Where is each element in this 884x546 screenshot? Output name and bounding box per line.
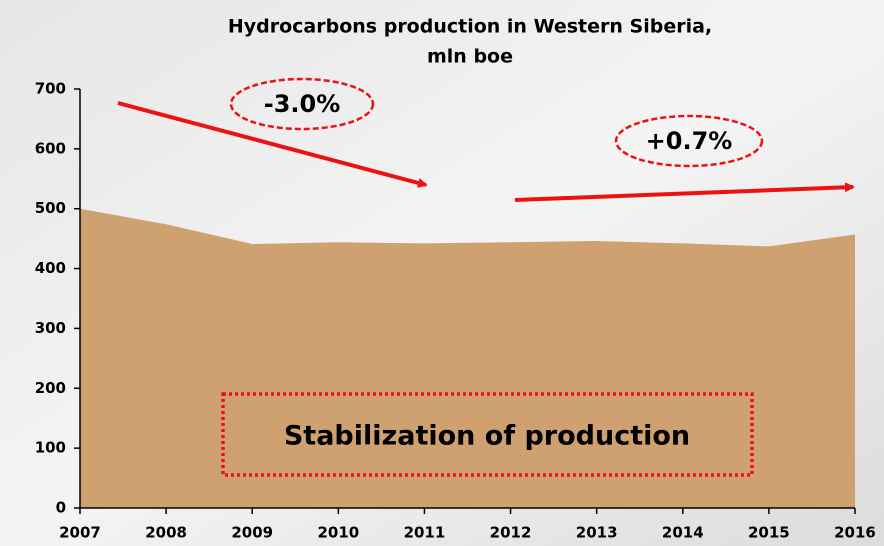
- x-tick-label: 2013: [576, 524, 618, 542]
- annotation: +0.7%: [646, 127, 733, 155]
- x-tick-label: 2014: [662, 524, 704, 542]
- annotation-ellipse: [229, 77, 375, 131]
- x-tick-label: 2012: [490, 524, 532, 542]
- x-tick-label: 2008: [145, 524, 187, 542]
- annotation: -3.0%: [264, 90, 341, 118]
- y-tick-label: 100: [35, 439, 66, 457]
- y-tick-label: 500: [35, 199, 66, 217]
- trend-arrow: [514, 182, 855, 202]
- trend-arrow: [117, 101, 428, 188]
- x-tick-label: 2009: [231, 524, 273, 542]
- annotation-ellipse: [614, 114, 764, 168]
- annotation-box: [221, 392, 754, 477]
- y-tick-label: 300: [35, 319, 66, 337]
- x-tick-label: 2015: [748, 524, 790, 542]
- y-tick-label: 600: [35, 139, 66, 157]
- y-tick-label: 700: [35, 80, 66, 98]
- y-tick-label: 400: [35, 259, 66, 277]
- x-tick-label: 2016: [834, 524, 876, 542]
- x-tick-label: 2010: [317, 524, 359, 542]
- x-tick-label: 2007: [59, 524, 101, 542]
- chart-title: Hydrocarbons production in Western Siber…: [228, 16, 712, 38]
- annotation: Stabilization of production: [284, 421, 690, 452]
- chart-title: mln boe: [427, 46, 513, 68]
- area: [80, 208, 855, 508]
- y-tick-label: 200: [35, 379, 66, 397]
- plot: 0 100 200 300 400 500 600 700 2007 2008 2009 2010 20…: [35, 80, 876, 542]
- y-tick-label: 0: [56, 499, 66, 517]
- x-tick-label: 2011: [404, 524, 446, 542]
